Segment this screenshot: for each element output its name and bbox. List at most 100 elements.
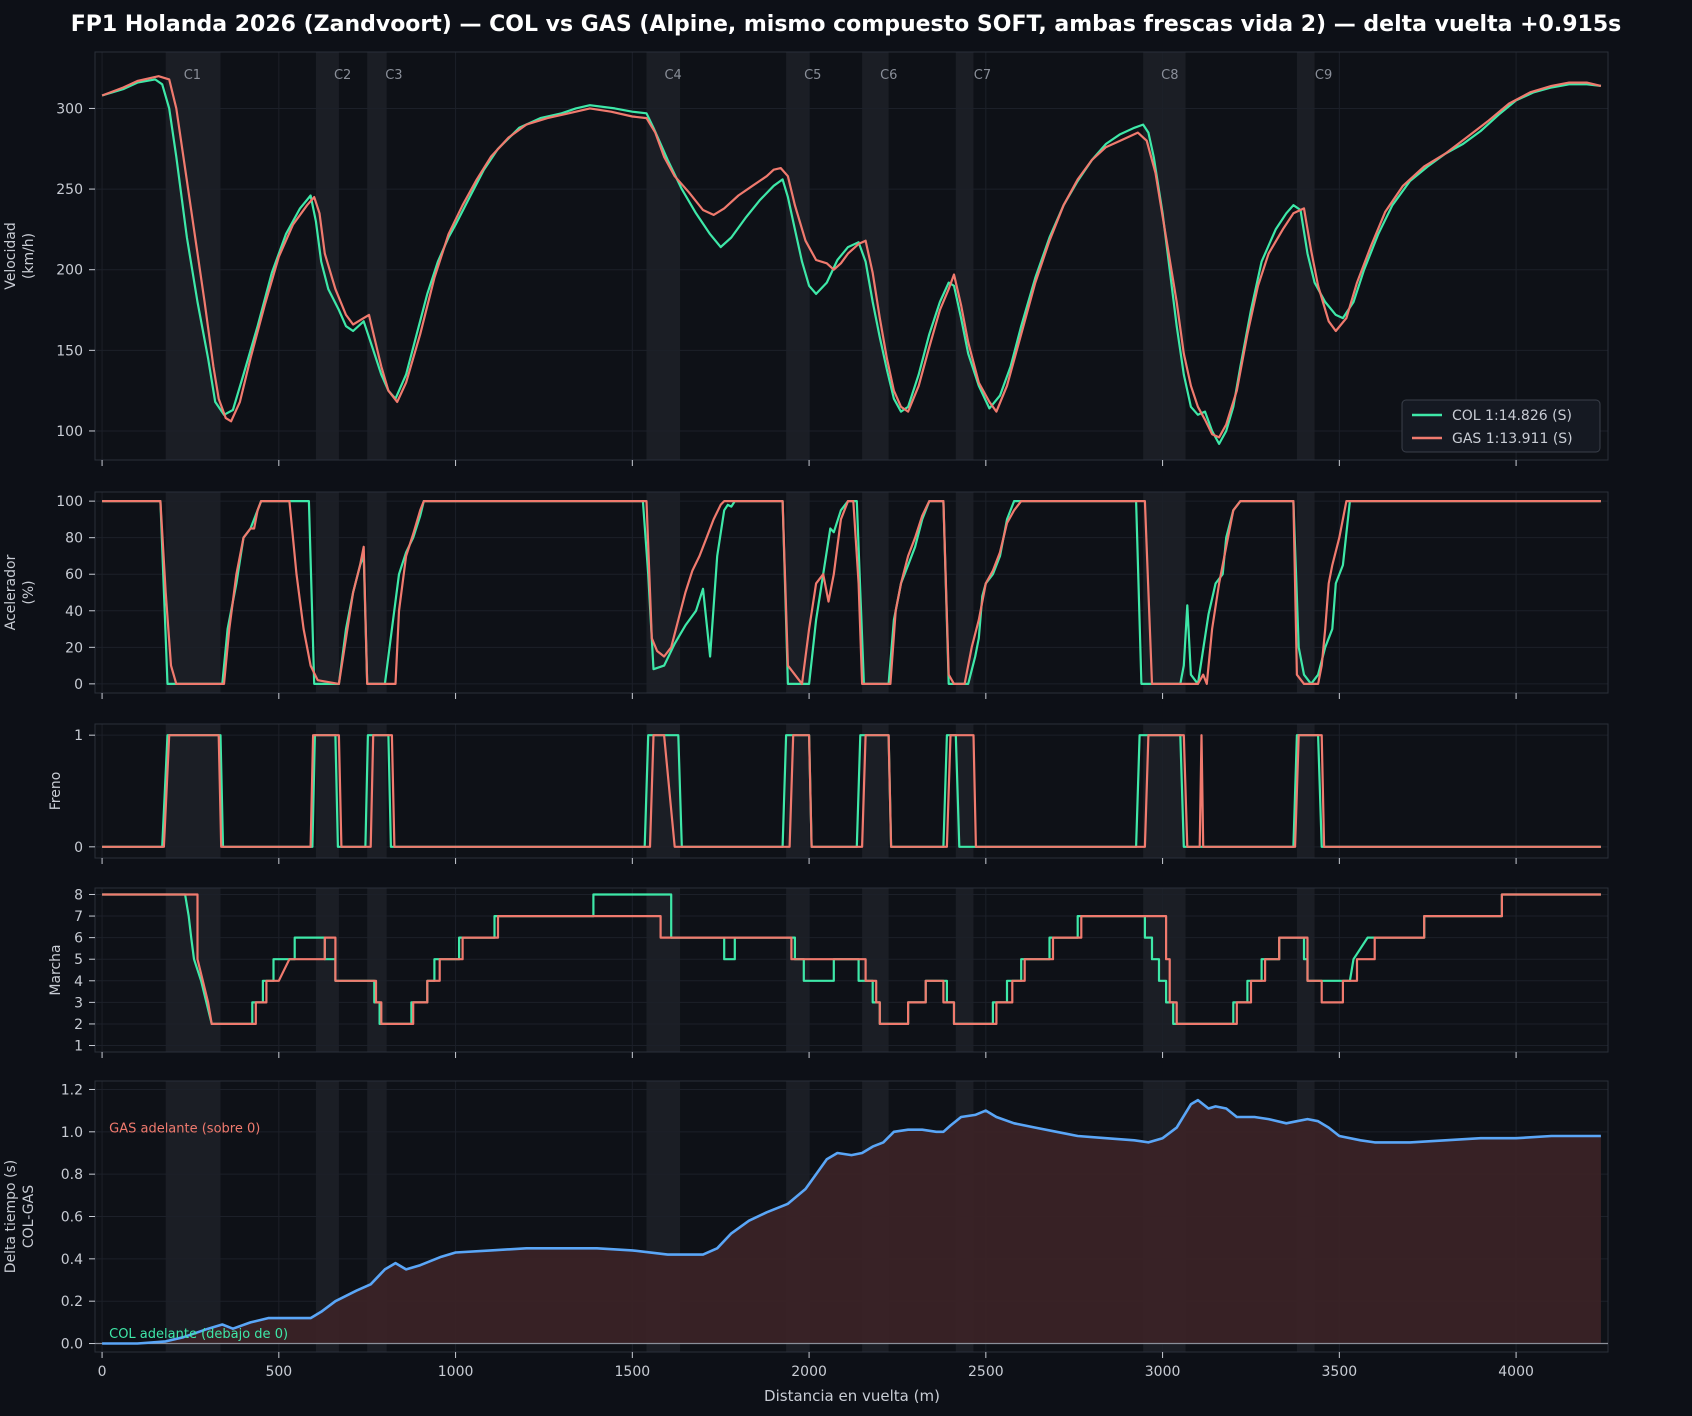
panel-background: [95, 52, 1608, 460]
y-tick-label: 20: [65, 640, 83, 656]
corner-band-C4: [646, 52, 681, 460]
corner-label-C5: C5: [804, 68, 821, 83]
y-tick-label: 80: [65, 531, 83, 547]
y-axis-label: Delta tiempo (s): [3, 1160, 19, 1274]
panel-speed: 100 150 200 250 300 Velocidad (km/h) C1 C2 C3 C4 C5…: [3, 51, 1609, 466]
corner-band-C6: [862, 724, 889, 858]
y-tick-label: 0.8: [61, 1167, 83, 1183]
y-tick-label: 60: [65, 567, 83, 583]
corner-label-C3: C3: [385, 68, 402, 83]
panel-background: [95, 888, 1608, 1052]
y-tick-label: 5: [74, 952, 83, 968]
panel-frame: [94, 51, 1609, 461]
delta-area-fill: [102, 1100, 1601, 1344]
y-axis-label: COL-GAS: [21, 1185, 37, 1248]
y-tick-label: 1: [74, 728, 83, 744]
y-tick-label: 1.0: [61, 1125, 83, 1141]
corner-band-C8: [1143, 52, 1186, 460]
corner-label-C2: C2: [334, 68, 351, 83]
corner-band-C1: [165, 724, 221, 858]
corner-band-C1: [165, 888, 221, 1052]
corner-label-C8: C8: [1161, 68, 1178, 83]
annotation-0: GAS adelante (sobre 0): [109, 1122, 260, 1137]
x-tick-label: 500: [265, 1364, 292, 1380]
panel-throttle: 0 20 40 60 80 100 Acelerador (%): [3, 491, 1609, 699]
y-tick-label: 2: [74, 1017, 83, 1033]
panel-frame: [94, 723, 1609, 859]
series-line-brake-gas: [102, 734, 1601, 848]
panel-frame: [94, 887, 1609, 1053]
corner-label-C7: C7: [974, 68, 991, 83]
corner-band-C3: [367, 52, 387, 460]
corner-band-C9: [1296, 492, 1315, 693]
x-tick-label: 1000: [438, 1364, 474, 1380]
x-tick-label: 3000: [1145, 1364, 1181, 1380]
corner-label-C1: C1: [184, 68, 201, 83]
corner-label-C6: C6: [880, 68, 897, 83]
y-tick-label: 100: [56, 494, 83, 510]
y-tick-label: 7: [74, 909, 83, 925]
corner-band-C2: [315, 492, 339, 693]
x-tick-label: 0: [98, 1364, 107, 1380]
y-tick-label: 0: [74, 840, 83, 856]
y-tick-label: 1: [74, 1039, 83, 1055]
corner-band-C5: [786, 492, 810, 693]
y-tick-label: 40: [65, 604, 83, 620]
y-tick-label: 1.2: [61, 1082, 83, 1098]
y-tick-label: 0.2: [61, 1294, 83, 1310]
y-tick-label: 250: [56, 182, 83, 198]
y-tick-label: 4: [74, 974, 83, 990]
y-axis-label: Acelerador: [3, 554, 19, 630]
corner-label-C9: C9: [1315, 68, 1332, 83]
corner-band-C7: [955, 52, 974, 460]
panel-gear: 1 2 3 4 5 6 7 8 Marcha: [48, 887, 1609, 1058]
corner-band-C9: [1296, 724, 1315, 858]
corner-band-C8: [1143, 888, 1186, 1052]
corner-band-C5: [786, 888, 810, 1052]
series-line-speed-gas: [101, 75, 1602, 439]
panel-frame: [94, 491, 1609, 694]
panel-background: [95, 724, 1608, 858]
corner-band-C4: [646, 888, 681, 1052]
x-axis-label: Distancia en vuelta (m): [764, 1387, 940, 1405]
corner-band-C2: [315, 888, 339, 1052]
y-tick-label: 300: [56, 101, 83, 117]
x-tick-label: 2000: [791, 1364, 827, 1380]
y-axis-label: Velocidad: [3, 222, 19, 290]
series-line-throttle-gas: [102, 500, 1601, 685]
corner-band-C7: [955, 492, 974, 693]
corner-band-C1: [165, 52, 221, 460]
corner-band-C4: [646, 492, 681, 693]
corner-band-C5: [786, 52, 810, 460]
legend-box: [1401, 399, 1601, 453]
y-axis-label: Marcha: [48, 944, 64, 995]
corner-band-C8: [1143, 724, 1186, 858]
annotation-1: COL adelante (debajo de 0): [109, 1327, 288, 1342]
y-tick-label: 6: [74, 931, 83, 947]
series-line-delta-delta: [102, 1098, 1601, 1345]
corner-band-C2: [315, 724, 339, 858]
y-axis-label: (%): [21, 580, 37, 604]
legend-entry-gas: GAS 1:13.911 (S): [1452, 431, 1573, 447]
corner-band-C9: [1296, 52, 1315, 460]
panel-brake: 0 1 Freno: [48, 723, 1609, 864]
corner-band-C9: [1296, 888, 1315, 1052]
y-tick-label: 0: [74, 677, 83, 693]
panel-background: [95, 492, 1608, 693]
corner-band-C2: [315, 52, 339, 460]
x-tick-label: 1500: [615, 1364, 651, 1380]
y-tick-label: 3: [74, 995, 83, 1011]
corner-band-C1: [165, 492, 221, 693]
corner-band-C7: [955, 888, 974, 1052]
corner-band-C6: [862, 52, 889, 460]
y-tick-label: 8: [74, 887, 83, 903]
y-tick-label: 0.6: [61, 1210, 83, 1226]
corner-band-C3: [367, 492, 387, 693]
series-line-gear-gas: [102, 893, 1601, 1025]
chart-title: FP1 Holanda 2026 (Zandvoort) — COL vs GA…: [71, 12, 1621, 37]
legend-entry-col: COL 1:14.826 (S): [1452, 408, 1572, 424]
